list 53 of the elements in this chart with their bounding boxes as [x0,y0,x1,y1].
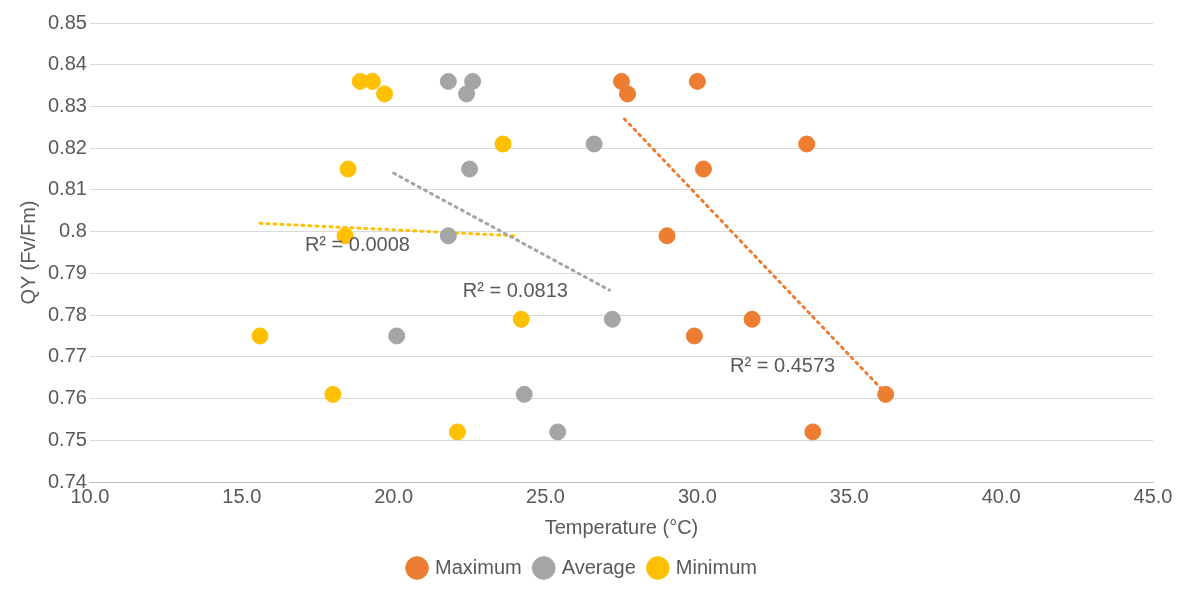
annotation: R² = 0.4573 [730,353,836,376]
point [685,327,703,345]
y-tick-label: 0.85 [47,10,87,33]
x-tick-label: 30.0 [677,484,717,507]
x-axis-title: Temperature (°C) [544,515,699,538]
y-tick-label: 0.79 [47,260,87,283]
point [688,72,706,90]
annotation: R² = 0.0008 [304,232,410,255]
x-tick-label: 25.0 [526,484,565,507]
y-tick-label: 0.82 [47,135,87,158]
point [494,135,512,153]
y-tick-label: 0.8 [59,219,87,242]
x-tick-label: 20.0 [374,484,414,507]
point [461,160,479,178]
point [376,85,394,103]
y-axis-title: QY (Fv/Fm) [16,200,39,305]
point [515,385,533,403]
point [388,327,406,345]
x-tick-label: 35.0 [829,484,869,507]
y-tick-label: 0.83 [47,93,87,116]
x-tick-label: 45.0 [1133,484,1173,507]
legend-label: Average [561,555,636,578]
x-tick-label: 40.0 [981,484,1021,507]
point [603,310,621,328]
point [439,72,457,90]
point [798,135,816,153]
point [804,423,822,441]
point [324,385,342,403]
point [458,85,476,103]
point [585,135,603,153]
y-tick-label: 0.77 [47,344,87,367]
y-tick-label: 0.81 [47,177,87,200]
point [549,423,567,441]
point [439,227,457,245]
point [339,160,357,178]
y-tick-label: 0.75 [47,427,87,450]
x-tick-label: 15.0 [222,484,262,507]
legend-label: Maximum [435,555,522,578]
legend-label: Minimum [675,555,757,578]
y-tick-label: 0.78 [47,302,87,325]
y-tick-label: 0.84 [47,52,87,75]
point [658,227,676,245]
y-tick-label: 0.76 [47,386,87,409]
point [743,310,761,328]
point [619,85,637,103]
point [694,160,712,178]
point [251,327,269,345]
point [464,72,482,90]
point [448,423,466,441]
point [877,385,895,403]
point [512,310,530,328]
point [612,72,630,90]
annotation: R² = 0.0813 [462,278,568,301]
